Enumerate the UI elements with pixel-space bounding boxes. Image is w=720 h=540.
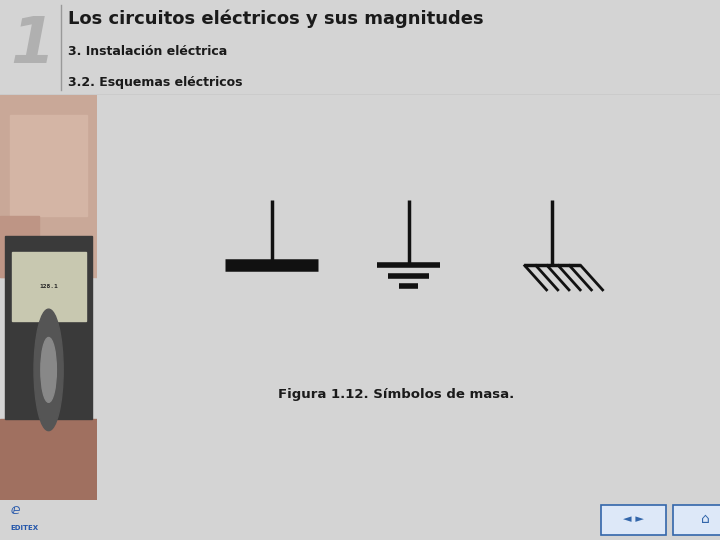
Bar: [10, 115, 88, 216]
Text: ⌂: ⌂: [701, 512, 710, 526]
FancyBboxPatch shape: [601, 505, 666, 535]
FancyBboxPatch shape: [673, 505, 720, 535]
Bar: [12, 253, 86, 321]
Text: 3. Instalación eléctrica: 3. Instalación eléctrica: [68, 45, 228, 58]
Text: Figura 1.12. Símbolos de masa.: Figura 1.12. Símbolos de masa.: [278, 388, 514, 401]
Bar: [0, 418, 97, 500]
Text: 1: 1: [10, 15, 55, 76]
Circle shape: [34, 309, 63, 431]
Text: 3.2. Esquemas eléctricos: 3.2. Esquemas eléctricos: [68, 76, 243, 89]
Text: 128.1: 128.1: [39, 285, 58, 289]
Bar: [0, 216, 39, 276]
Text: ◄ ►: ◄ ►: [624, 514, 644, 524]
Text: Los circuitos eléctricos y sus magnitudes: Los circuitos eléctricos y sus magnitude…: [68, 10, 484, 28]
Bar: [0, 94, 97, 276]
Circle shape: [41, 338, 56, 402]
Text: ⅇ: ⅇ: [11, 503, 20, 517]
Bar: [5, 237, 92, 418]
Text: EDITEX: EDITEX: [11, 525, 39, 531]
